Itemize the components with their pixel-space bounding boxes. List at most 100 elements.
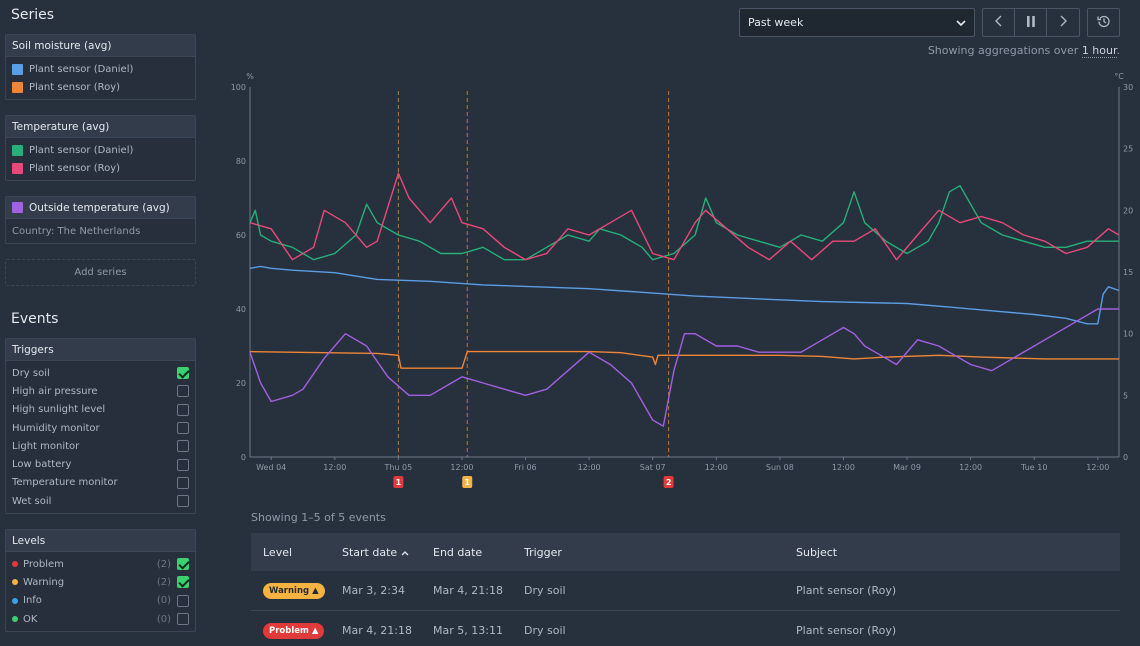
series-line (249, 172, 1120, 261)
trigger-item[interactable]: Light monitor (12, 437, 189, 455)
level-checkbox[interactable] (177, 558, 189, 571)
event-subject: Plant sensor (Roy) (796, 584, 897, 597)
trigger-item[interactable]: Wet soil (12, 492, 189, 510)
column-header-label: Start date (342, 545, 398, 559)
chevron-right-icon (1060, 15, 1067, 30)
level-label: Info (23, 595, 42, 607)
history-button[interactable] (1087, 8, 1120, 37)
level-label: Problem (23, 558, 64, 570)
color-swatch (12, 63, 23, 75)
level-item[interactable]: OK (0) (12, 610, 189, 628)
series-title: Series (11, 7, 55, 23)
column-header-level[interactable]: Level (263, 545, 293, 559)
trigger-checkbox[interactable] (177, 440, 189, 453)
pause-button[interactable] (1015, 9, 1047, 36)
series-item-label: Plant sensor (Daniel) (29, 144, 134, 156)
trigger-checkbox[interactable] (177, 476, 189, 489)
trigger-label: High air pressure (12, 385, 98, 397)
trigger-checkbox[interactable] (177, 422, 189, 435)
chevron-down-icon (956, 16, 966, 29)
triggers-panel: Triggers Dry soil High air pressure High s… (5, 338, 196, 515)
table-row[interactable]: Warning ▲ Mar 3, 2:34 Mar 4, 21:18 Dry so… (251, 571, 1120, 611)
event-marker (663, 476, 674, 488)
x-tick-label: Thu 05 (383, 463, 412, 472)
sort-ascending-icon (401, 546, 409, 559)
level-label: OK (23, 613, 38, 625)
trigger-label: Light monitor (12, 440, 80, 452)
series-item[interactable]: Plant sensor (Daniel) (12, 141, 189, 159)
trigger-checkbox[interactable] (177, 367, 189, 380)
y-tick-label-right: 30 (1123, 83, 1133, 92)
trigger-item[interactable]: High air pressure (12, 382, 189, 400)
series-item-label: Plant sensor (Roy) (29, 81, 121, 93)
level-badge-warning: Warning ▲ (263, 582, 325, 599)
level-count: (0) (156, 613, 171, 625)
series-group-outside-temperature[interactable]: Outside temperature (avg) Country: The N… (5, 196, 196, 244)
next-button[interactable] (1047, 9, 1079, 36)
level-checkbox[interactable] (177, 576, 189, 589)
add-series-button[interactable]: Add series (5, 259, 196, 286)
color-swatch (12, 202, 23, 213)
trigger-label: Dry soil (12, 367, 50, 379)
timeseries-chart[interactable]: % °C 0 20 40 60 80 100 0 5 10 15 20 25 30 Wed 04 12:00 Th… (228, 68, 1140, 494)
aggregation-interval-link[interactable]: 1 hour (1081, 44, 1117, 58)
x-tick-label: 12:00 (578, 463, 601, 472)
series-line (249, 350, 1119, 369)
event-end-date: Mar 5, 13:11 (433, 624, 503, 637)
level-checkbox[interactable] (177, 594, 189, 607)
y-tick-label-right: 20 (1123, 206, 1133, 215)
trigger-label: Wet soil (12, 495, 52, 507)
trigger-item[interactable]: High sunlight level (12, 401, 189, 419)
series-group-title: Outside temperature (avg) (29, 201, 170, 214)
trigger-item[interactable]: Low battery (12, 455, 189, 473)
trigger-checkbox[interactable] (177, 458, 189, 471)
trigger-checkbox[interactable] (177, 385, 189, 398)
events-count: Showing 1–5 of 5 events (251, 511, 386, 524)
trigger-item[interactable]: Temperature monitor (12, 474, 189, 492)
series-item[interactable]: Plant sensor (Daniel) (12, 60, 189, 78)
trigger-item[interactable]: Dry soil (12, 364, 189, 382)
level-checkbox[interactable] (177, 613, 189, 626)
series-group-title[interactable]: Soil moisture (avg) (6, 35, 195, 57)
warning-icon: ▲ (312, 585, 319, 596)
level-item[interactable]: Warning (2) (12, 573, 189, 591)
event-subject: Plant sensor (Roy) (796, 624, 897, 637)
y-tick-label-left: 100 (231, 83, 246, 92)
column-header-trigger[interactable]: Trigger (524, 545, 562, 559)
trigger-item[interactable]: Humidity monitor (12, 419, 189, 437)
y-axis-right-unit: °C (1114, 72, 1124, 81)
triggers-title: Triggers (6, 339, 195, 361)
trigger-checkbox[interactable] (177, 403, 189, 416)
y-tick-label-left: 80 (236, 157, 246, 166)
trigger-label: Low battery (12, 459, 72, 471)
event-marker-label: 1 (464, 478, 470, 487)
series-group-temperature[interactable]: Temperature (avg) Plant sensor (Daniel) … (5, 115, 196, 181)
column-header-subject[interactable]: Subject (796, 545, 838, 559)
chevron-left-icon (995, 15, 1002, 30)
series-line (249, 265, 1120, 325)
level-label: Problem (269, 625, 309, 636)
trigger-checkbox[interactable] (177, 495, 189, 508)
column-header-end-date[interactable]: End date (433, 545, 483, 559)
level-item[interactable]: Problem (2) (12, 555, 189, 573)
event-trigger: Dry soil (524, 584, 566, 597)
column-header-start-date[interactable]: Start date (342, 546, 433, 559)
series-item[interactable]: Plant sensor (Roy) (12, 78, 189, 96)
aggregation-prefix: Showing aggregations over (927, 44, 1082, 57)
event-marker (462, 476, 473, 488)
x-tick-label: 12:00 (450, 463, 473, 472)
levels-panel: Levels Problem (2) Warning (2) Info (0) OK (0) (5, 529, 196, 633)
series-group-subtitle: Country: The Netherlands (12, 225, 141, 237)
series-group-header[interactable]: Outside temperature (avg) (6, 197, 195, 219)
events-title: Events (11, 311, 59, 327)
previous-button[interactable] (983, 9, 1015, 36)
trigger-label: High sunlight level (12, 404, 106, 416)
table-row[interactable]: Problem ▲ Mar 4, 21:18 Mar 5, 13:11 Dry s… (251, 611, 1120, 646)
series-item[interactable]: Plant sensor (Roy) (12, 159, 189, 177)
level-item[interactable]: Info (0) (12, 592, 189, 610)
series-group-soil-moisture[interactable]: Soil moisture (avg) Plant sensor (Daniel… (5, 34, 196, 100)
time-range-select[interactable]: Past week (739, 8, 975, 37)
level-dot (12, 579, 18, 586)
playback-controls (982, 8, 1080, 37)
series-group-title[interactable]: Temperature (avg) (6, 116, 195, 138)
